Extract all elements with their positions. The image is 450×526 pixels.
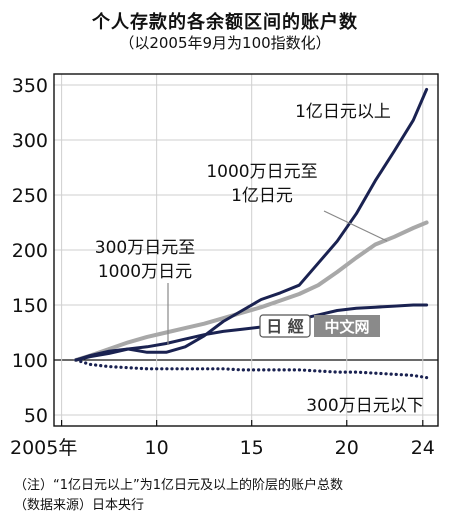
watermark-logo: 日 經 bbox=[266, 317, 304, 336]
x-tick-label: 20 bbox=[335, 437, 359, 459]
leader-line-10m-100m bbox=[323, 210, 388, 242]
grid-lines bbox=[54, 74, 438, 426]
chart-notes: （注）“1亿日元以上”为1亿日元及以上的阶层的账户总数 （数据来源）日本央行 bbox=[14, 476, 343, 516]
series-line-le-3m bbox=[74, 358, 429, 380]
y-tick-label: 300 bbox=[12, 130, 48, 152]
series-label-le-3m: 300万日元以下 bbox=[306, 396, 423, 416]
y-tick-label: 350 bbox=[12, 75, 48, 97]
y-tick-label: 150 bbox=[12, 295, 48, 317]
watermark: 日 經 中文网 bbox=[259, 314, 380, 338]
plot-frame bbox=[53, 73, 439, 427]
y-tick-label: 200 bbox=[12, 240, 48, 262]
watermark-site: 中文网 bbox=[324, 318, 369, 336]
line-chart: 2005年 10 15 20 24 50 100 150 200 250 300 350 1亿日元以… bbox=[10, 73, 439, 459]
series-line-10m-100m bbox=[73, 220, 429, 362]
chart-title: 个人存款的各余额区间的账户数 bbox=[92, 12, 358, 33]
watermark-logo-box bbox=[259, 314, 311, 338]
x-tick-label: 15 bbox=[240, 437, 264, 459]
note-source: （数据来源）日本央行 bbox=[14, 498, 145, 513]
series-label-3m-10m: 300万日元至 bbox=[95, 238, 195, 258]
y-tick-label: 50 bbox=[24, 405, 48, 427]
x-tick-label: 10 bbox=[145, 437, 169, 459]
chart-subtitle: （以2005年9月为100指数化） bbox=[119, 34, 331, 52]
x-tick-label: 2005年 bbox=[10, 437, 77, 459]
series-layer bbox=[73, 87, 429, 380]
series-label-3m-10m: 1000万日元 bbox=[98, 262, 192, 282]
series-line-ge-100m bbox=[74, 87, 429, 362]
x-axis-ticks: 2005年 10 15 20 24 bbox=[10, 420, 435, 459]
series-label-10m-100m: 1亿日元 bbox=[231, 186, 293, 206]
series-label-ge-100m: 1亿日元以上 bbox=[295, 102, 391, 122]
series-label-10m-100m: 1000万日元至 bbox=[206, 162, 317, 182]
y-tick-label: 100 bbox=[12, 350, 48, 372]
series-labels: 1亿日元以上 1000万日元至 1亿日元 300万日元至 1000万日元 300万日元以下 bbox=[95, 102, 424, 416]
y-axis-ticks: 50 100 150 200 250 300 350 bbox=[12, 75, 48, 427]
watermark-site-box bbox=[314, 315, 380, 337]
note-definition: （注）“1亿日元以上”为1亿日元及以上的阶层的账户总数 bbox=[14, 478, 344, 493]
x-tick-label: 24 bbox=[411, 437, 435, 459]
y-tick-label: 250 bbox=[12, 185, 48, 207]
